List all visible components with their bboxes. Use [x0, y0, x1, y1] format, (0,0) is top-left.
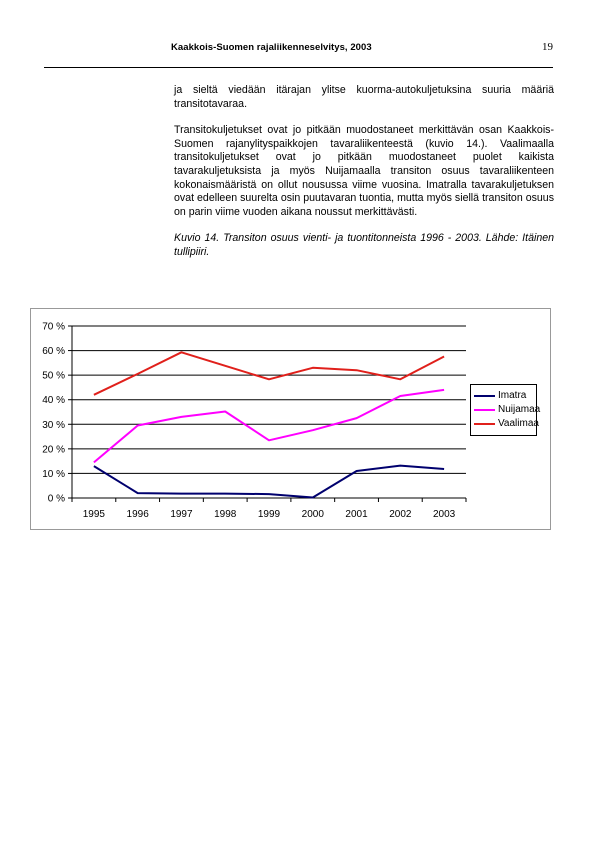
- y-tick-label: 60 %: [42, 346, 65, 357]
- x-tick-label: 2001: [345, 509, 368, 520]
- line-chart: 0 % 10 % 20 % 30 % 40 % 50 % 60 % 70 % 1995 1996…: [42, 322, 467, 520]
- paragraph-1: ja sieltä viedään itärajan ylitse kuorma…: [174, 84, 554, 110]
- x-tick-label: 1995: [83, 509, 106, 520]
- body-text: ja sieltä viedään itärajan ylitse kuorma…: [174, 84, 554, 273]
- page-number: 19: [542, 41, 553, 53]
- series-line-nuijamaa: [93, 388, 445, 464]
- legend-swatch-vaalimaa: [474, 422, 495, 425]
- figure-caption: Kuvio 14. Transiton osuus vienti- ja tuo…: [174, 232, 554, 258]
- chart-container: 0 % 10 % 20 % 30 % 40 % 50 % 60 % 70 % 1995 1996…: [30, 308, 551, 530]
- legend-item-vaalimaa: Vaalimaa: [474, 418, 539, 429]
- header-title: Kaakkois-Suomen rajaliikenneselvitys, 20…: [171, 42, 372, 53]
- legend-label-imatra: Imatra: [498, 390, 527, 401]
- legend-swatch-nuijamaa: [474, 408, 495, 411]
- legend-label-nuijamaa: Nuijamaa: [498, 404, 541, 415]
- y-tick-label: 20 %: [42, 444, 65, 455]
- legend-swatch-imatra: [474, 394, 495, 397]
- series-line-imatra: [93, 464, 445, 499]
- header-divider: [44, 67, 553, 68]
- y-tick-label: 0 %: [48, 494, 65, 505]
- legend-label-vaalimaa: Vaalimaa: [498, 418, 539, 429]
- series-line-vaalimaa: [93, 351, 445, 396]
- y-tick-label: 50 %: [42, 371, 65, 382]
- x-tick-label: 2000: [302, 509, 325, 520]
- x-tick-label: 2002: [389, 509, 412, 520]
- y-tick-label: 70 %: [42, 322, 65, 333]
- y-tick-label: 10 %: [42, 469, 65, 480]
- series-lines: [93, 351, 445, 499]
- x-tick-label: 1998: [214, 509, 237, 520]
- x-tick-label: 1997: [170, 509, 193, 520]
- chart-legend: Imatra Nuijamaa Vaalimaa: [470, 384, 540, 436]
- y-tick-label: 30 %: [42, 420, 65, 431]
- x-tick-label: 1996: [127, 509, 150, 520]
- y-axis: 0 % 10 % 20 % 30 % 40 % 50 % 60 % 70 %: [42, 322, 73, 505]
- x-tick-label: 1999: [258, 509, 281, 520]
- paragraph-2: Transitokuljetukset ovat jo pitkään muod…: [174, 124, 554, 218]
- y-tick-label: 40 %: [42, 395, 65, 406]
- legend-item-imatra: Imatra: [474, 390, 526, 401]
- legend-item-nuijamaa: Nuijamaa: [474, 404, 540, 415]
- x-axis: 1995 1996 1997 1998 1999 2000 2001 2002 2003: [71, 497, 467, 520]
- gridlines: [72, 325, 466, 474]
- x-tick-label: 2003: [433, 509, 456, 520]
